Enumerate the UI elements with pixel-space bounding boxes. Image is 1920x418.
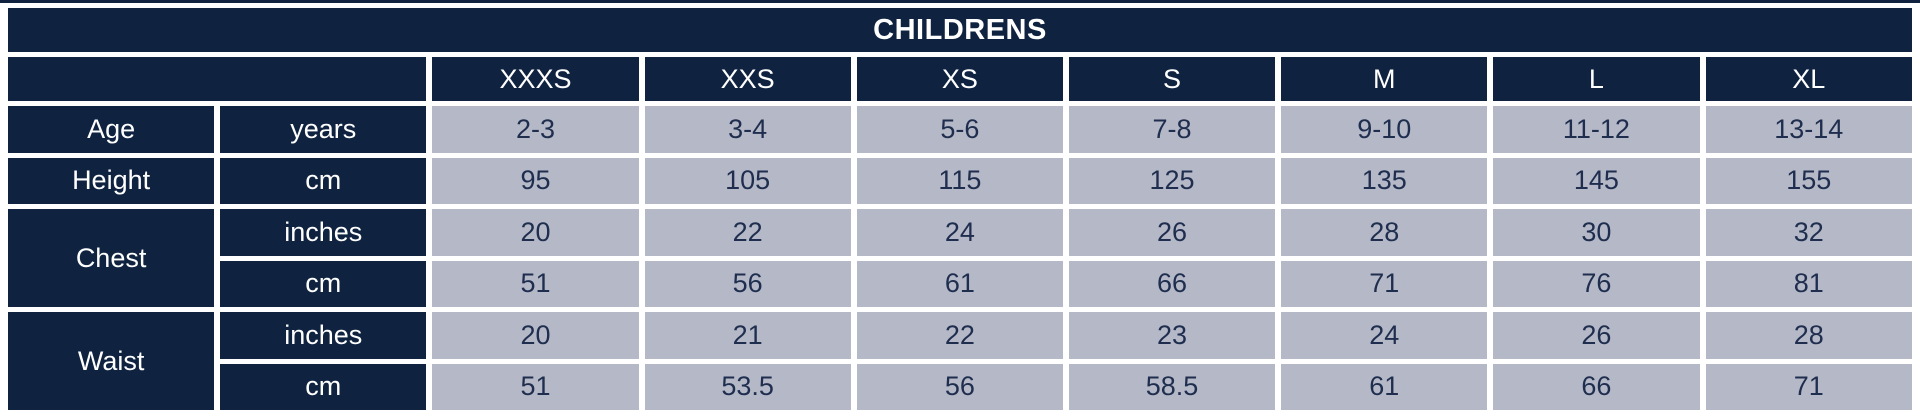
size-column-header: M	[1281, 57, 1488, 101]
table-row: cm 51 53.5 56 58.5 61 66 71	[8, 363, 1912, 410]
value-cell: 56	[856, 363, 1063, 410]
value-cell: 9-10	[1281, 106, 1488, 153]
unit-label: cm	[220, 363, 427, 410]
value-cell: 30	[1493, 209, 1700, 256]
size-column-header: XXXS	[432, 57, 639, 101]
size-chart-table: CHILDRENS XXXS XXS XS S M L XL Age years 2-3 3-4 5…	[2, 3, 1918, 415]
measurement-label: Height	[8, 157, 215, 204]
value-cell: 2-3	[432, 106, 639, 153]
size-header-row: XXXS XXS XS S M L XL	[8, 57, 1912, 101]
value-cell: 71	[1705, 363, 1912, 410]
measurement-label: Age	[8, 106, 215, 153]
value-cell: 28	[1705, 312, 1912, 359]
value-cell: 58.5	[1068, 363, 1276, 410]
value-cell: 51	[432, 363, 639, 410]
value-cell: 20	[432, 312, 639, 359]
unit-label: inches	[220, 209, 427, 256]
value-cell: 3-4	[644, 106, 851, 153]
value-cell: 24	[1281, 312, 1488, 359]
value-cell: 66	[1493, 363, 1700, 410]
value-cell: 95	[432, 157, 639, 204]
value-cell: 53.5	[644, 363, 851, 410]
value-cell: 125	[1068, 157, 1276, 204]
value-cell: 7-8	[1068, 106, 1276, 153]
value-cell: 51	[432, 260, 639, 307]
value-cell: 66	[1068, 260, 1276, 307]
top-border-rule	[0, 0, 1920, 3]
unit-label: cm	[220, 260, 427, 307]
table-row: Height cm 95 105 115 125 135 145 155	[8, 157, 1912, 204]
value-cell: 32	[1705, 209, 1912, 256]
value-cell: 28	[1281, 209, 1488, 256]
title-row: CHILDRENS	[8, 8, 1912, 52]
value-cell: 22	[644, 209, 851, 256]
size-column-header: S	[1068, 57, 1276, 101]
value-cell: 26	[1068, 209, 1276, 256]
size-column-header: XXS	[644, 57, 851, 101]
table-row: cm 51 56 61 66 71 76 81	[8, 260, 1912, 307]
measurement-label: Waist	[8, 312, 215, 410]
size-column-header: XL	[1705, 57, 1912, 101]
value-cell: 115	[856, 157, 1063, 204]
size-column-header: XS	[856, 57, 1063, 101]
table-row: Chest inches 20 22 24 26 28 30 32	[8, 209, 1912, 307]
value-cell: 22	[856, 312, 1063, 359]
value-cell: 23	[1068, 312, 1276, 359]
value-cell: 61	[1281, 363, 1488, 410]
value-cell: 61	[856, 260, 1063, 307]
value-cell: 26	[1493, 312, 1700, 359]
value-cell: 24	[856, 209, 1063, 256]
value-cell: 56	[644, 260, 851, 307]
table-title: CHILDRENS	[8, 8, 1912, 52]
table-row: Age years 2-3 3-4 5-6 7-8 9-10 11-12 13-14	[8, 106, 1912, 153]
value-cell: 13-14	[1705, 106, 1912, 153]
value-cell: 135	[1281, 157, 1488, 204]
value-cell: 20	[432, 209, 639, 256]
corner-empty-cell	[8, 57, 427, 101]
value-cell: 105	[644, 157, 851, 204]
value-cell: 155	[1705, 157, 1912, 204]
value-cell: 145	[1493, 157, 1700, 204]
size-column-header: L	[1493, 57, 1700, 101]
unit-label: years	[220, 106, 427, 153]
value-cell: 21	[644, 312, 851, 359]
measurement-label: Chest	[8, 209, 215, 307]
table-row: Waist inches 20 21 22 23 24 26 28	[8, 312, 1912, 410]
unit-label: cm	[220, 157, 427, 204]
value-cell: 11-12	[1493, 106, 1700, 153]
value-cell: 81	[1705, 260, 1912, 307]
value-cell: 76	[1493, 260, 1700, 307]
table-body: Age years 2-3 3-4 5-6 7-8 9-10 11-12 13-14 Height…	[8, 106, 1912, 410]
value-cell: 5-6	[856, 106, 1063, 153]
value-cell: 71	[1281, 260, 1488, 307]
unit-label: inches	[220, 312, 427, 359]
